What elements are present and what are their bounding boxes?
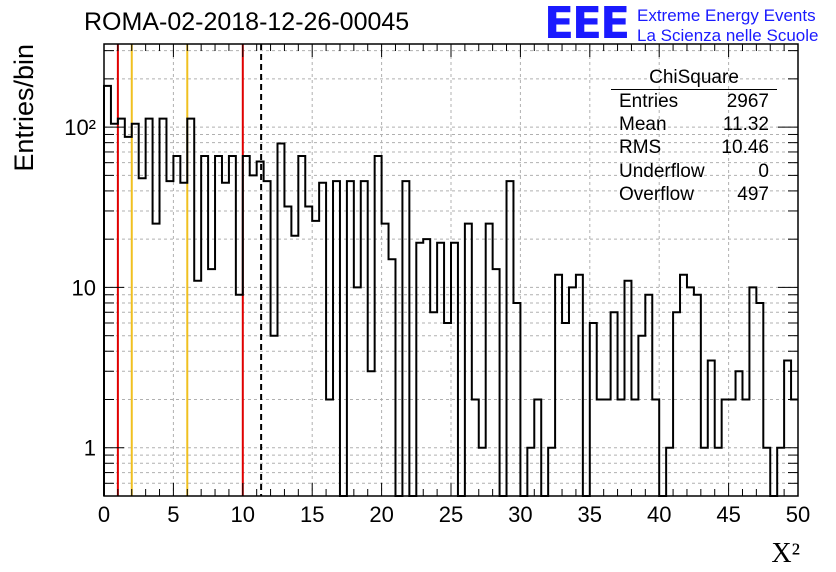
stats-box: ChiSquare Entries 2967 Mean 11.32 RMS 10… (611, 66, 777, 206)
stats-value: 2967 (726, 91, 769, 112)
axes (103, 43, 799, 497)
y-axis-label: Entries/bin (9, 44, 39, 172)
stats-label: Entries (619, 91, 679, 112)
stats-row-rms: RMS 10.46 (611, 136, 777, 159)
grid-lines (104, 44, 798, 496)
stats-row-overflow: Overflow 497 (611, 183, 777, 206)
stats-title: ChiSquare (611, 66, 777, 90)
x-tick-label: 25 (439, 502, 463, 527)
histogram-step-line (103, 84, 798, 497)
x-tick-label: 30 (508, 502, 532, 527)
x-tick-label: 45 (716, 502, 740, 527)
stats-label: Underflow (619, 160, 705, 182)
x-axis-label: X² (771, 538, 800, 569)
stats-row-mean: Mean 11.32 (611, 113, 777, 136)
stats-label: Mean (619, 114, 667, 136)
reference-lines (116, 44, 263, 496)
x-tick-label: 10 (231, 502, 255, 527)
y-tick-label: 10 (72, 275, 96, 300)
eee-logo: EEE (544, 0, 630, 49)
x-tick-label: 5 (167, 502, 179, 527)
x-tick-label: 35 (578, 502, 602, 527)
stats-value: 0 (758, 160, 769, 182)
y-tick-label: 10² (64, 115, 96, 140)
x-tick-label: 0 (98, 502, 110, 527)
logo-line-1: Extreme Energy Events (637, 6, 816, 25)
x-tick-label: 15 (300, 502, 324, 527)
stats-label: RMS (619, 137, 662, 159)
histogram-series (103, 84, 798, 497)
logo-line-2: La Scienza nelle Scuole (637, 26, 819, 45)
x-tick-label: 50 (786, 502, 810, 527)
stats-value: 10.46 (721, 137, 769, 159)
chart-title: ROMA-02-2018-12-26-00045 (84, 8, 410, 36)
x-tick-label: 40 (647, 502, 671, 527)
stats-row-entries: Entries 2967 (611, 90, 777, 113)
y-tick-label: 1 (84, 436, 96, 461)
stats-row-underflow: Underflow 0 (611, 160, 777, 183)
stats-value: 497 (737, 183, 769, 205)
x-tick-label: 20 (369, 502, 393, 527)
stats-label: Overflow (619, 183, 694, 205)
tick-labels: 0 5 10 15 20 25 30 35 40 45 50 1 10 10² Entries/bin X² (9, 44, 810, 569)
stats-value: 11.32 (722, 114, 769, 136)
